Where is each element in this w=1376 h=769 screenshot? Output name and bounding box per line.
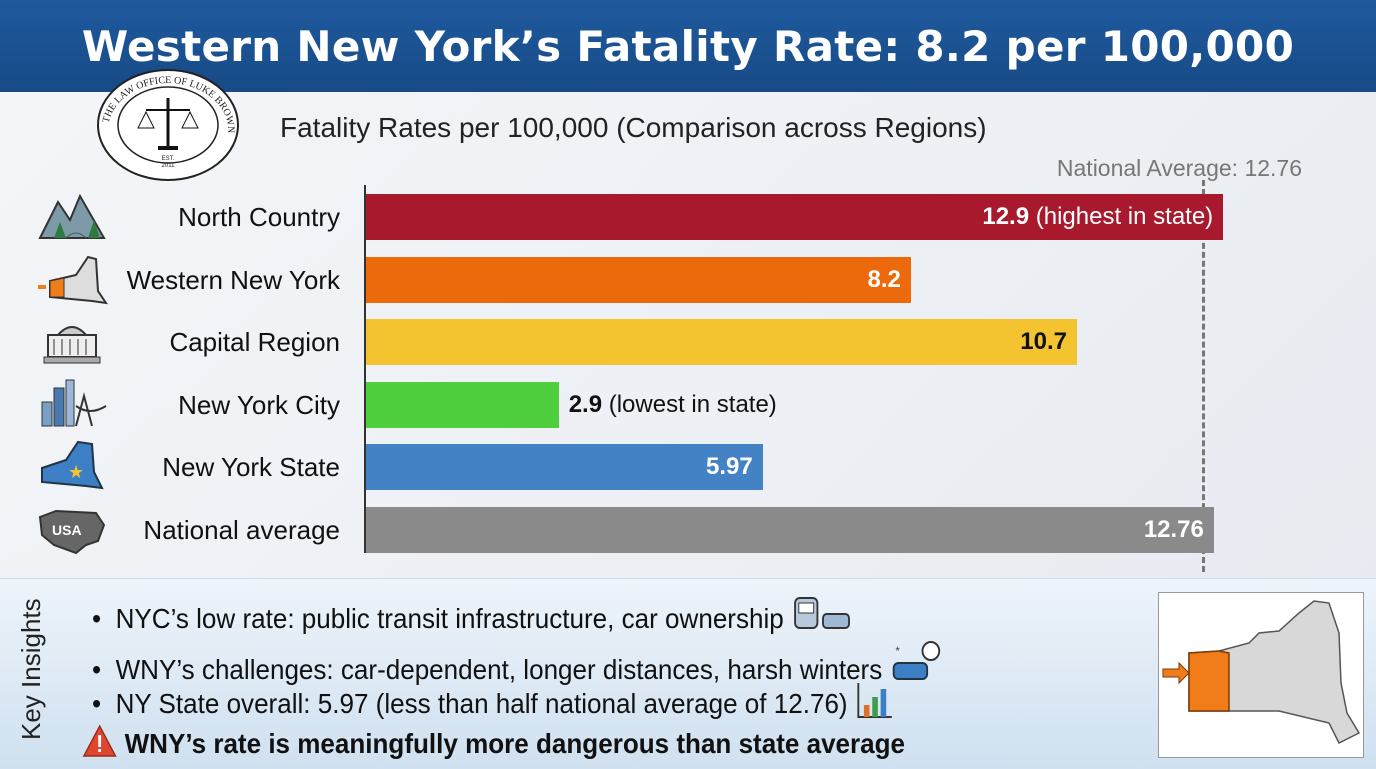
city-skyline-icon bbox=[41, 379, 107, 427]
ny-state-star-icon: ★ bbox=[41, 440, 104, 490]
svg-text:EST.: EST. bbox=[162, 156, 175, 162]
ny-map-wny-highlight-icon bbox=[1162, 600, 1361, 745]
category-label: North Country bbox=[178, 202, 340, 232]
bar bbox=[366, 319, 1077, 365]
insight-text: WNY’s challenges: car-dependent, longer … bbox=[115, 654, 883, 685]
data-label-value: 2.9 bbox=[568, 391, 603, 418]
category-label: Western New York bbox=[126, 265, 340, 295]
insight-text: NY State overall: 5.97 (less than half n… bbox=[115, 688, 848, 719]
data-label-value: 12.76 bbox=[1143, 516, 1204, 543]
bar-row: New York City 2.9 (lowest in state) bbox=[0, 379, 1376, 428]
chart-title: Fatality Rates per 100,000 (Comparison a… bbox=[280, 112, 987, 143]
law-office-seal-logo: THE LAW OFFICE OF LUKE BROWN EST. 2011 bbox=[97, 69, 239, 181]
bar-row: USA National average 12.76 bbox=[0, 507, 1376, 555]
usa-map-icon: USA bbox=[38, 509, 106, 555]
svg-text:*: * bbox=[895, 646, 900, 658]
svg-text:★: ★ bbox=[68, 462, 84, 482]
bar-row: North Country 12.9 (highest in state) bbox=[0, 193, 1376, 240]
category-label: Capital Region bbox=[169, 327, 340, 357]
bar bbox=[366, 507, 1214, 553]
data-label-value: 8.2 bbox=[867, 266, 901, 293]
warning-icon bbox=[82, 724, 117, 757]
bar-row: Western New York 8.2 bbox=[0, 255, 1376, 305]
key-insights-panel bbox=[0, 578, 1376, 769]
snow-car-icon: * bbox=[892, 641, 940, 680]
data-label: 2.9 (lowest in state) bbox=[569, 391, 777, 419]
bar bbox=[366, 257, 911, 303]
bar-row: ★ New York State 5.97 bbox=[0, 440, 1376, 490]
warning-item: WNY’s rate is meaningfully more dangerou… bbox=[82, 724, 905, 760]
category-label: New York State bbox=[162, 452, 340, 482]
data-label-value: 12.9 bbox=[982, 203, 1030, 230]
data-label: 5.97 bbox=[706, 453, 753, 481]
bar bbox=[366, 382, 559, 428]
category-label: National average bbox=[143, 515, 340, 545]
ny-map-wny-icon bbox=[38, 255, 108, 305]
insight-item: • NY State overall: 5.97 (less than half… bbox=[92, 681, 896, 721]
data-label: 10.7 bbox=[1020, 328, 1067, 356]
data-label: 12.9 (highest in state) bbox=[982, 203, 1213, 231]
svg-text:USA: USA bbox=[52, 522, 82, 538]
train-car-icon bbox=[793, 597, 850, 629]
bar-row: Capital Region 10.7 bbox=[0, 319, 1376, 365]
capitol-icon bbox=[43, 326, 101, 364]
category-label: New York City bbox=[178, 390, 340, 420]
national-average-line bbox=[1201, 180, 1205, 572]
bar bbox=[366, 194, 1224, 240]
insight-item: • WNY’s challenges: car-dependent, longe… bbox=[92, 639, 942, 689]
data-label-annotation: (highest in state) bbox=[1035, 203, 1214, 230]
data-label: 8.2 bbox=[868, 266, 901, 294]
ny-map-inset bbox=[1158, 592, 1364, 758]
data-label: 12.76 bbox=[1144, 516, 1204, 544]
y-axis-line bbox=[364, 185, 366, 553]
mountains-icon bbox=[38, 193, 106, 239]
key-insights-heading: Key Insights bbox=[16, 598, 46, 740]
page-title: Western New York’s Fatality Rate: 8.2 pe… bbox=[81, 21, 1295, 71]
national-average-label: National Average: 12.76 bbox=[1056, 155, 1302, 181]
data-label-value: 10.7 bbox=[1020, 328, 1067, 355]
svg-text:2011: 2011 bbox=[162, 163, 176, 169]
warning-text: WNY’s rate is meaningfully more dangerou… bbox=[124, 728, 906, 759]
data-label-annotation: (lowest in state) bbox=[608, 391, 777, 418]
bar bbox=[366, 444, 763, 490]
insight-text: NYC’s low rate: public transit infrastru… bbox=[115, 603, 784, 634]
insight-item: • NYC’s low rate: public transit infrast… bbox=[92, 596, 852, 636]
title-bar: Western New York’s Fatality Rate: 8.2 pe… bbox=[0, 0, 1376, 92]
data-label-value: 5.97 bbox=[705, 453, 753, 480]
bar-chart-icon bbox=[857, 683, 893, 718]
